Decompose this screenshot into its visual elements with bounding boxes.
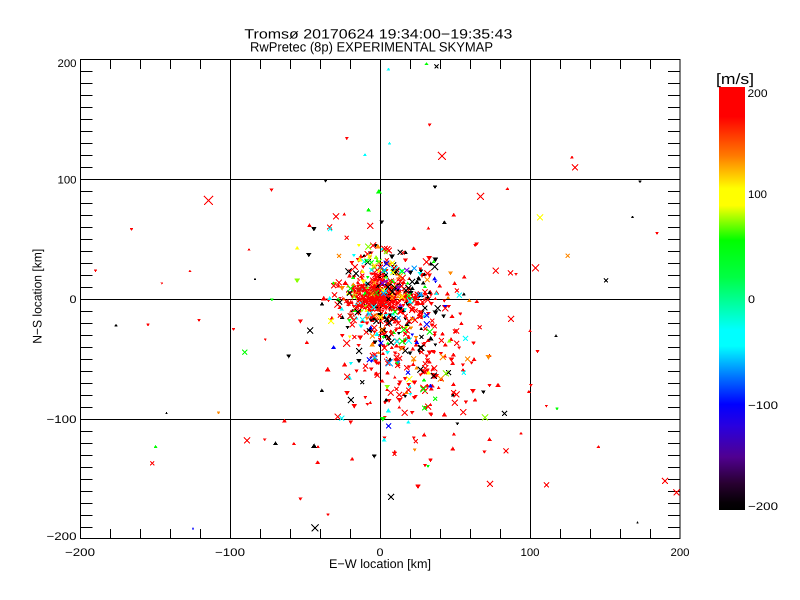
svg-text:200: 200 (58, 58, 77, 70)
svg-text:−100: −100 (47, 414, 77, 426)
svg-text:−200: −200 (47, 531, 77, 543)
svg-text:0: 0 (748, 294, 755, 306)
svg-text:E−W location [km]: E−W location [km] (329, 557, 431, 571)
svg-text:N−S location [km]: N−S location [km] (31, 249, 45, 344)
svg-text:−100: −100 (748, 400, 778, 412)
svg-text:Tromsø 20170624 19:34:00−19:35: Tromsø 20170624 19:34:00−19:35:43 (244, 27, 512, 42)
svg-text:200: 200 (748, 88, 768, 100)
svg-text:[m/s]: [m/s] (716, 71, 754, 88)
svg-text:−200: −200 (65, 547, 95, 559)
svg-text:0: 0 (377, 547, 384, 559)
svg-text:−200: −200 (748, 501, 778, 513)
svg-text:100: 100 (748, 189, 767, 201)
svg-text:0: 0 (70, 294, 77, 306)
svg-text:100: 100 (521, 547, 540, 559)
svg-text:RwPretec (8p) EXPERIMENTAL SKY: RwPretec (8p) EXPERIMENTAL SKYMAP (250, 40, 493, 55)
svg-text:−100: −100 (215, 547, 245, 559)
svg-text:100: 100 (58, 174, 77, 186)
svg-text:200: 200 (671, 547, 690, 559)
